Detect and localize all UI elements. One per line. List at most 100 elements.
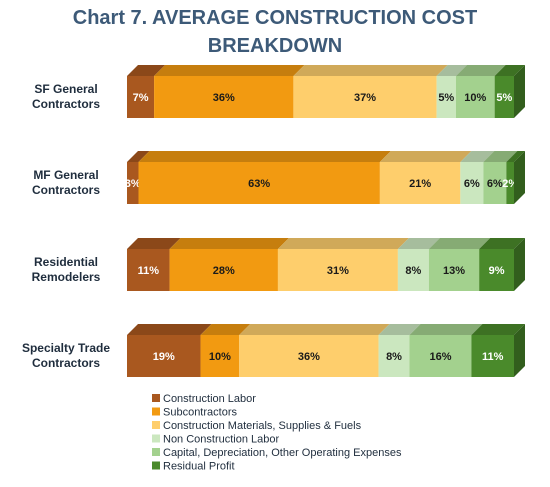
bar-segment: [460, 162, 484, 204]
legend-item: Construction Labor: [152, 393, 256, 405]
bar-segment: [479, 249, 514, 291]
data-label: 5%: [496, 92, 512, 104]
bar-segment-top: [127, 324, 212, 335]
legend-label: Non Construction Labor: [163, 434, 280, 446]
bar-segment: [379, 162, 461, 204]
bar-segment-top: [428, 238, 491, 249]
category-label: MF General Contractors: [32, 168, 100, 197]
category-label-line: Specialty Trade: [22, 341, 110, 355]
data-label: 36%: [213, 92, 235, 104]
legend-item: Non Construction Labor: [152, 434, 280, 446]
data-label: 28%: [213, 265, 235, 277]
data-label: 8%: [386, 351, 402, 363]
bar-segment-top: [169, 238, 289, 249]
bar-segment: [277, 249, 398, 291]
chart-title: Chart 7. AVERAGE CONSTRUCTION COST BREAKD…: [73, 7, 477, 57]
bar-side: [514, 151, 525, 204]
category-label: Specialty Trade Contractors: [22, 341, 110, 370]
category-label: SF General Contractors: [32, 82, 100, 111]
bar-segment: [428, 249, 480, 291]
bar-segment: [138, 162, 380, 204]
bar-side: [514, 65, 525, 118]
bar-segment: [494, 76, 514, 118]
bar-segment: [506, 162, 514, 204]
legend-swatch: [152, 394, 160, 402]
bar-segment-top: [409, 324, 483, 335]
category-label: Residential Remodelers: [32, 255, 101, 284]
data-label: 3%: [125, 178, 141, 190]
data-label: 21%: [409, 178, 431, 190]
bar-segment-top: [436, 65, 467, 76]
bar-segment: [378, 335, 410, 377]
data-label: 6%: [464, 178, 480, 190]
data-label: 16%: [429, 351, 451, 363]
bar-segment-top: [483, 151, 518, 162]
bar-segment-top: [293, 65, 448, 76]
bar-segment-top: [138, 151, 391, 162]
chart-title-line: BREAKDOWN: [208, 35, 342, 57]
bar-segment: [293, 76, 437, 118]
category-labels: SF General Contractors MF General Contracto…: [22, 82, 110, 370]
legend-label: Capital, Depreciation, Other Operating E…: [163, 447, 402, 459]
legend-item: Construction Materials, Supplies & Fuels: [152, 420, 362, 432]
bar-segment-top: [239, 324, 390, 335]
category-label-line: Contractors: [32, 97, 100, 111]
category-label-line: Contractors: [32, 356, 100, 370]
bar-segment: [471, 335, 514, 377]
data-label: 9%: [489, 265, 505, 277]
bar-segment-top: [379, 151, 472, 162]
bar-segment: [127, 335, 201, 377]
bar-segment-top: [127, 151, 150, 162]
data-label: 31%: [327, 265, 349, 277]
bars: 7% 36% 37% 5% 10% 5%3% 63% 21% 6% 6% 2%11% 28% 31% 8%…: [125, 65, 525, 377]
category-label-line: Contractors: [32, 183, 100, 197]
bar-segment: [239, 335, 379, 377]
data-label: 7%: [133, 92, 149, 104]
bar-segment-top: [506, 151, 525, 162]
bar-segment: [169, 249, 278, 291]
data-label: 13%: [443, 265, 465, 277]
bar-segment: [409, 335, 472, 377]
bar-segment-top: [127, 65, 166, 76]
bar-segment-top: [378, 324, 421, 335]
bar-segment: [154, 76, 294, 118]
data-label: 10%: [464, 92, 486, 104]
legend-swatch: [152, 448, 160, 456]
legend: Construction Labor SubcontractorsConstruc…: [152, 393, 402, 473]
data-label: 63%: [248, 178, 270, 190]
data-label: 5%: [438, 92, 454, 104]
bar-row: 7% 36% 37% 5% 10% 5%: [127, 65, 525, 118]
bar-segment: [200, 335, 240, 377]
bar-segment-top: [397, 238, 440, 249]
bar-segment-top: [200, 324, 251, 335]
legend-label: Residual Profit: [163, 461, 235, 473]
legend-swatch: [152, 461, 160, 470]
bar-segment-top: [127, 238, 181, 249]
legend-label: Construction Materials, Supplies & Fuels: [163, 420, 362, 432]
data-label: 11%: [138, 265, 160, 277]
legend-swatch: [152, 407, 160, 416]
data-label: 6%: [487, 178, 503, 190]
bar-row: 19% 10% 36% 8% 16% 11%: [127, 324, 525, 377]
bar-segment: [455, 76, 495, 118]
legend-swatch: [152, 421, 160, 429]
legend-item: Subcontractors: [152, 407, 237, 419]
legend-label: Subcontractors: [163, 407, 237, 419]
data-label: 19%: [153, 351, 175, 363]
data-label: 37%: [354, 92, 376, 104]
data-label: 36%: [298, 351, 320, 363]
legend-label: Construction Labor: [163, 393, 256, 405]
bar-segment-top: [460, 151, 495, 162]
bar-segment: [483, 162, 507, 204]
bar-segment-top: [154, 65, 305, 76]
data-label: 11%: [482, 351, 504, 363]
category-label-line: Residential: [34, 255, 98, 269]
bar-segment-top: [277, 238, 409, 249]
bar-side: [514, 238, 525, 291]
category-label-line: Remodelers: [32, 270, 101, 284]
bar-row: 11% 28% 31% 8% 13% 9%: [127, 238, 525, 291]
bar-segment: [397, 249, 429, 291]
legend-item: Capital, Depreciation, Other Operating E…: [152, 447, 402, 459]
data-label: 8%: [405, 265, 421, 277]
